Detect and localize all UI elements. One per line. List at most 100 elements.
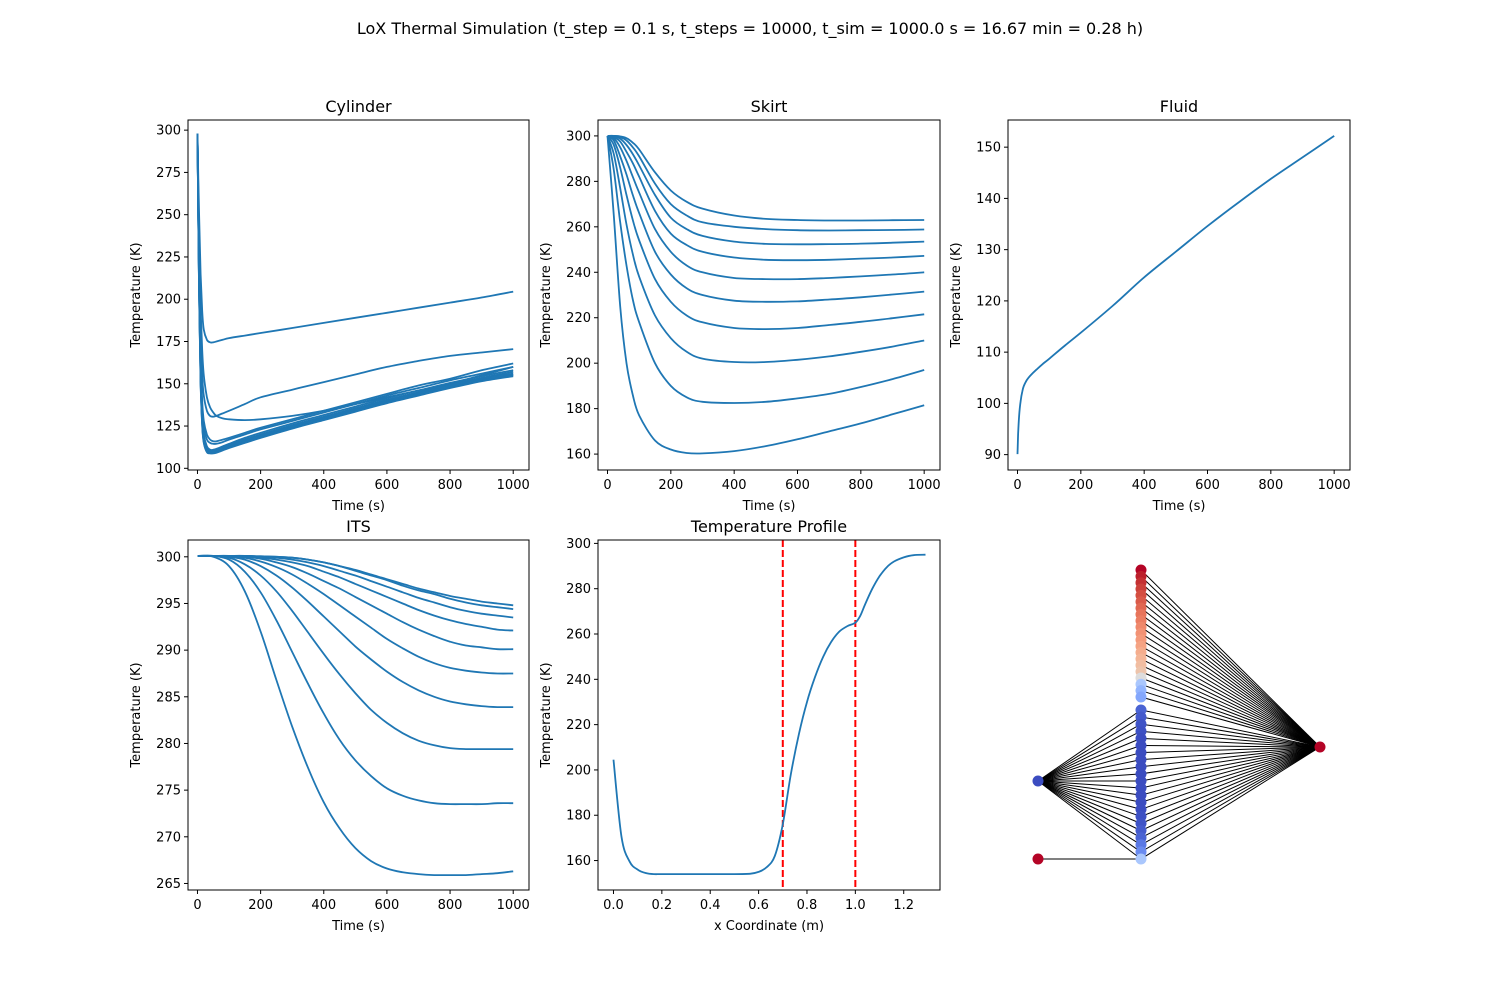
graph-edge [1140,746,1321,796]
graph-edge [1140,626,1321,748]
x-tick-label: 400 [1132,478,1157,493]
y-tick-label: 275 [156,166,181,181]
series-line [197,554,514,675]
graph-edge [1140,709,1321,748]
graph-edge [1140,746,1321,768]
series-line [197,554,514,651]
graph-edge [1140,645,1321,748]
graph-edge [1140,652,1321,748]
series-line [1016,135,1335,455]
series-line [607,134,925,232]
y-tick-label: 90 [984,448,1001,463]
graph-edge [1140,595,1321,748]
y-tick-label: 260 [566,220,591,235]
graph-edge [1037,780,1142,853]
graph-node-left-hub [1032,775,1044,787]
x-tick-label: 600 [1195,478,1220,493]
chart-title: ITS [346,517,371,536]
y-tick-label: 150 [156,377,181,392]
axes-frame [597,119,941,471]
graph-node [1135,691,1147,703]
graph-edge [1140,607,1321,748]
x-axis-label: Time (s) [331,919,385,934]
series-line [607,135,925,281]
x-axis-label: x Coordinate (m) [714,919,824,934]
series-line [197,554,514,806]
graph-edge [1140,620,1321,748]
graph-edge [1037,773,1142,782]
x-tick-label: 800 [438,898,463,913]
y-tick-label: 225 [156,250,181,265]
plot-area [197,554,514,877]
graph-edge [1140,746,1321,754]
graph-edge [1140,716,1321,748]
x-tick-label: 1.0 [845,898,866,913]
network-graph [1032,564,1326,865]
graph-edge [1037,780,1142,803]
axes-frame [187,119,530,471]
graph-edge [1140,746,1321,832]
y-tick-label: 130 [976,243,1001,258]
x-tick-label: 200 [1068,478,1093,493]
graph-edge [1037,780,1142,832]
plot-area [606,134,925,455]
graph-edge [1140,575,1321,748]
graph-edge [1140,746,1321,803]
x-tick-label: 1.2 [893,898,914,913]
series-line [606,135,925,330]
series-line [196,133,514,455]
series-line [196,133,514,443]
graph-edge [1140,746,1321,761]
chart-title: Temperature Profile [690,517,847,536]
x-tick-label: 1000 [497,478,530,493]
y-tick-label: 180 [566,809,591,824]
axes-skirt: Skirt 0 200 400 600 800 1000 160 180 200 220 240 260… [539,97,941,514]
graph-edge [1140,746,1321,846]
y-tick-label: 150 [976,141,1001,156]
graph-edge [1037,759,1142,782]
x-tick-label: 1000 [1318,478,1351,493]
graph-edge [1037,780,1142,824]
y-tick-label: 240 [566,673,591,688]
graph-edge [1037,709,1142,782]
y-tick-label: 160 [566,854,591,869]
graph-edge [1037,780,1142,839]
x-axis-label: Time (s) [1152,499,1206,514]
y-tick-label: 140 [976,192,1001,207]
axes-its: ITS 0 200 400 600 800 1000 265 270 275 280 285 290 29… [129,517,530,934]
series-line [196,133,514,344]
x-tick-label: 600 [375,898,400,913]
graph-edge [1140,746,1321,817]
graph-edge [1140,730,1321,748]
graph-edge [1140,671,1321,748]
y-tick-label: 275 [156,784,181,799]
y-tick-label: 300 [156,550,181,565]
series-line [606,135,925,364]
y-tick-label: 100 [156,462,181,477]
series-line [606,135,925,455]
x-tick-label: 0.2 [652,898,673,913]
y-tick-label: 240 [566,266,591,281]
graph-edge [1140,744,1321,748]
x-tick-label: 0 [603,478,611,493]
y-tick-label: 250 [156,208,181,223]
graph-edge [1140,664,1321,748]
x-tick-label: 0.0 [603,898,624,913]
graph-edge [1140,582,1321,748]
graph-edge [1140,614,1321,748]
y-tick-label: 220 [566,718,591,733]
series-line [607,135,925,262]
x-tick-label: 0 [1013,478,1021,493]
y-tick-label: 175 [156,335,181,350]
graph-edge [1037,780,1142,846]
series-line [197,554,514,877]
x-tick-label: 400 [311,478,336,493]
graph-node-orphan [1032,853,1044,865]
series-line [612,553,926,876]
series-line [197,554,514,751]
graph-edge [1037,780,1142,860]
graph-edge [1037,780,1142,810]
graph-edge [1140,683,1321,748]
graph-edge [1037,780,1142,796]
y-tick-label: 290 [156,644,181,659]
